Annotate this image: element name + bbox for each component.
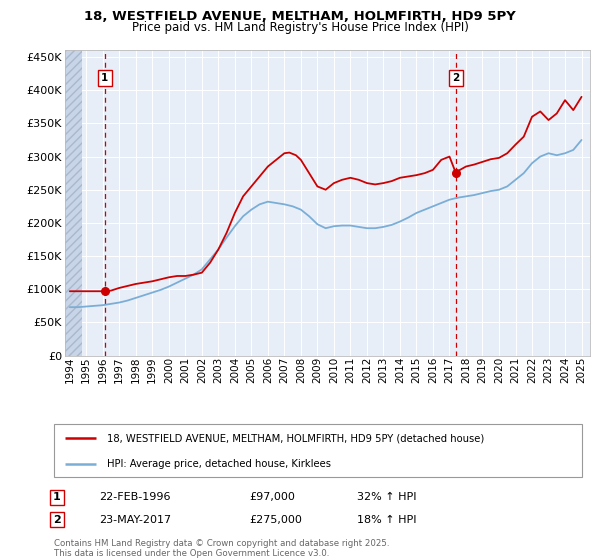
Bar: [65, 50, 82, 356]
Text: 2: 2: [53, 515, 61, 525]
Text: HPI: Average price, detached house, Kirklees: HPI: Average price, detached house, Kirk…: [107, 459, 331, 469]
Text: £97,000: £97,000: [249, 492, 295, 502]
Text: 23-MAY-2017: 23-MAY-2017: [99, 515, 171, 525]
Text: 18% ↑ HPI: 18% ↑ HPI: [357, 515, 416, 525]
Text: 2: 2: [452, 73, 460, 83]
Text: Contains HM Land Registry data © Crown copyright and database right 2025.
This d: Contains HM Land Registry data © Crown c…: [54, 539, 389, 558]
Text: 18, WESTFIELD AVENUE, MELTHAM, HOLMFIRTH, HD9 5PY: 18, WESTFIELD AVENUE, MELTHAM, HOLMFIRTH…: [84, 10, 516, 23]
Text: 32% ↑ HPI: 32% ↑ HPI: [357, 492, 416, 502]
Text: 1: 1: [53, 492, 61, 502]
Text: 22-FEB-1996: 22-FEB-1996: [99, 492, 170, 502]
FancyBboxPatch shape: [54, 424, 582, 477]
Text: £275,000: £275,000: [249, 515, 302, 525]
Text: 18, WESTFIELD AVENUE, MELTHAM, HOLMFIRTH, HD9 5PY (detached house): 18, WESTFIELD AVENUE, MELTHAM, HOLMFIRTH…: [107, 433, 484, 444]
Text: Price paid vs. HM Land Registry's House Price Index (HPI): Price paid vs. HM Land Registry's House …: [131, 21, 469, 34]
Text: 1: 1: [101, 73, 109, 83]
